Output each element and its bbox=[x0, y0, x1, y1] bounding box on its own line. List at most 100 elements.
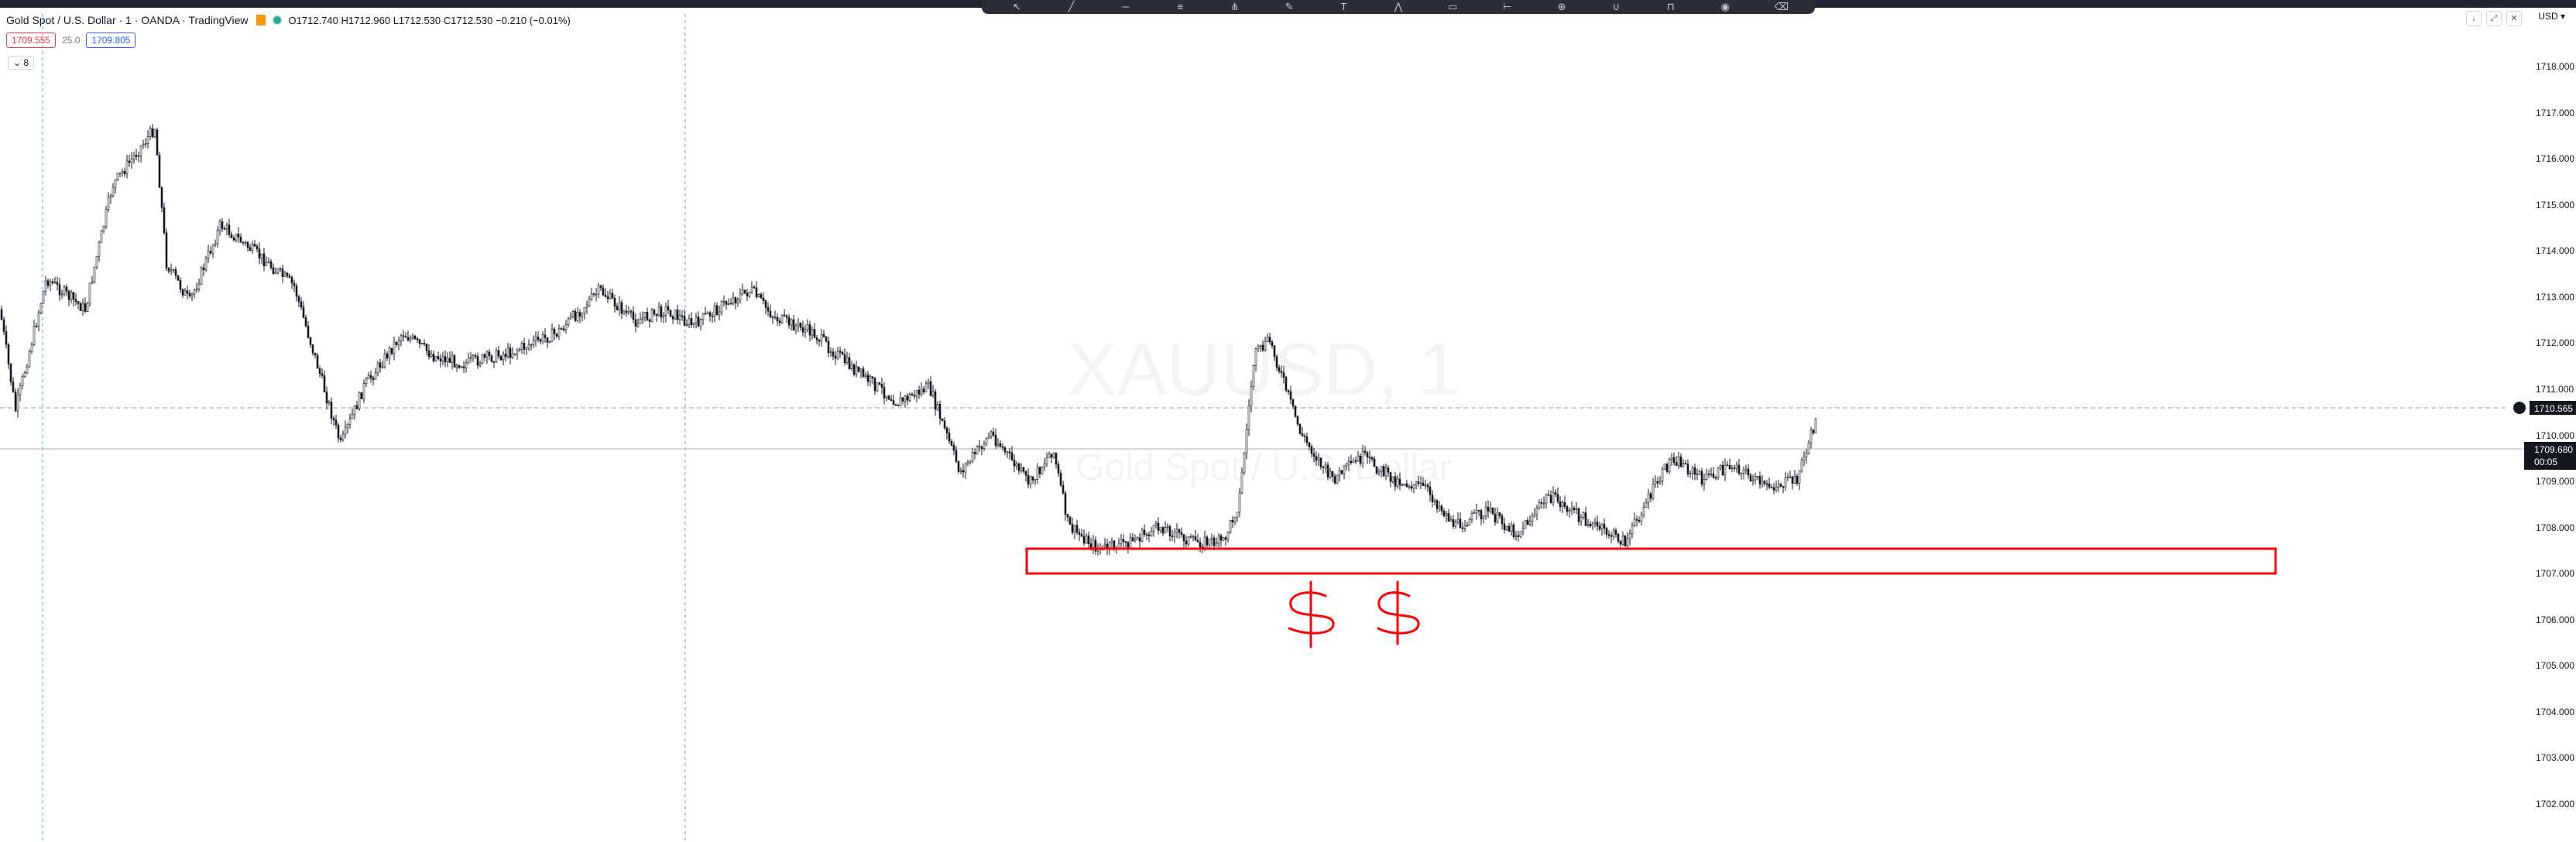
candle-body bbox=[1233, 517, 1237, 522]
candle-body bbox=[764, 300, 767, 308]
candle-body bbox=[548, 341, 551, 344]
arrow-down-icon[interactable]: ↓ bbox=[2466, 11, 2482, 26]
candle-body bbox=[1315, 456, 1318, 461]
magnet-icon[interactable]: ∪ bbox=[1612, 1, 1621, 12]
candle-body bbox=[1512, 524, 1515, 538]
candle-body bbox=[1807, 443, 1810, 454]
candle-body bbox=[625, 310, 628, 313]
candle-body bbox=[906, 395, 909, 401]
buy-price-button[interactable]: 1709.805 bbox=[86, 33, 136, 48]
pattern-icon[interactable]: ⋀ bbox=[1394, 1, 1403, 12]
horizontal-line-icon[interactable]: ─ bbox=[1122, 1, 1130, 12]
candle-body bbox=[792, 319, 795, 331]
candle-body bbox=[964, 463, 967, 473]
candle-body bbox=[1658, 481, 1662, 484]
currency-selector[interactable]: USD ▾ bbox=[2538, 11, 2565, 22]
candle-body bbox=[244, 241, 247, 244]
candle-body bbox=[14, 391, 17, 412]
ruler-icon[interactable]: ⊢ bbox=[1503, 1, 1512, 12]
candle-body bbox=[901, 397, 904, 402]
candle-body bbox=[1751, 479, 1754, 481]
candle-body bbox=[351, 414, 354, 419]
candle-body bbox=[1473, 512, 1476, 515]
candle-body bbox=[430, 354, 433, 358]
candle-body bbox=[1326, 464, 1329, 477]
candle-body bbox=[618, 302, 621, 310]
dollar-annotation[interactable] bbox=[1288, 580, 1420, 649]
candle-body bbox=[748, 292, 751, 297]
trash-icon[interactable]: ⌫ bbox=[1774, 1, 1789, 12]
close-icon[interactable]: ✕ bbox=[2506, 11, 2522, 26]
candle-body bbox=[950, 440, 953, 446]
candle-body bbox=[37, 312, 40, 327]
alert-marker-icon[interactable] bbox=[2513, 402, 2526, 414]
candle-body bbox=[209, 251, 212, 254]
candle-body bbox=[648, 320, 651, 322]
candle-body bbox=[894, 404, 897, 406]
candle-body bbox=[339, 437, 342, 440]
candle-body bbox=[197, 283, 201, 289]
candle-body bbox=[804, 329, 807, 333]
lock-icon[interactable]: ⊓ bbox=[1666, 1, 1675, 12]
collapse-count: 8 bbox=[23, 57, 29, 68]
pitchfork-icon[interactable]: ⋔ bbox=[1230, 1, 1240, 12]
candle-body bbox=[1278, 367, 1281, 371]
candle-body bbox=[235, 233, 238, 241]
candle-body bbox=[309, 337, 312, 345]
axis-tick: 1708.000 bbox=[2536, 522, 2574, 533]
candle-body bbox=[1020, 467, 1023, 471]
trend-line-icon[interactable]: ╱ bbox=[1068, 1, 1075, 12]
candle-body bbox=[393, 342, 396, 354]
candle-body bbox=[1185, 540, 1188, 545]
sell-price-button[interactable]: 1709.555 bbox=[6, 33, 57, 48]
axis-tick: 1712.000 bbox=[2536, 337, 2574, 348]
eye-icon[interactable]: ◉ bbox=[1720, 1, 1730, 12]
candle-body bbox=[28, 351, 31, 368]
candle-body bbox=[760, 294, 763, 299]
candle-body bbox=[1389, 471, 1392, 482]
candle-body bbox=[1027, 474, 1030, 485]
candle-body bbox=[1010, 452, 1014, 460]
candle-body bbox=[1642, 507, 1645, 515]
candle-body bbox=[913, 395, 916, 397]
zoom-icon[interactable]: ⊕ bbox=[1557, 1, 1566, 12]
cursor-icon[interactable]: ↖ bbox=[1012, 1, 1021, 12]
fullscreen-icon[interactable]: ⤢ bbox=[2486, 11, 2502, 26]
candle-body bbox=[286, 272, 289, 276]
text-icon[interactable]: T bbox=[1340, 1, 1347, 12]
candle-body bbox=[750, 286, 753, 293]
candle-body bbox=[729, 303, 732, 305]
candle-body bbox=[1466, 525, 1469, 526]
axis-tick: 1702.000 bbox=[2536, 799, 2574, 809]
candle-body bbox=[190, 293, 194, 296]
candle-body bbox=[1336, 474, 1339, 484]
candle-body bbox=[1282, 372, 1285, 378]
fib-icon[interactable]: ≡ bbox=[1177, 1, 1184, 12]
symbol-title[interactable]: Gold Spot / U.S. Dollar · 1 · OANDA · Tr… bbox=[6, 14, 249, 26]
candle-body bbox=[692, 322, 695, 325]
candle-body bbox=[834, 355, 837, 359]
candle-body bbox=[1556, 494, 1559, 502]
candle-body bbox=[53, 282, 57, 283]
flag-icon[interactable] bbox=[256, 15, 266, 26]
candle-body bbox=[492, 361, 496, 363]
candle-body bbox=[1573, 508, 1576, 511]
candle-body bbox=[1591, 522, 1594, 526]
candle-body bbox=[193, 289, 196, 295]
candle-body bbox=[539, 339, 542, 342]
candle-body bbox=[1621, 535, 1624, 545]
candle-body bbox=[829, 351, 832, 354]
candle-body bbox=[1719, 465, 1722, 469]
candle-body bbox=[1066, 514, 1069, 518]
indicators-collapse-button[interactable]: ⌄ 8 bbox=[8, 56, 35, 70]
candle-body bbox=[184, 290, 187, 296]
brush-icon[interactable]: ✎ bbox=[1285, 1, 1294, 12]
candle-body bbox=[35, 325, 38, 327]
price-axis[interactable]: 1718.000 1717.000 1716.000 1715.000 1714… bbox=[2536, 61, 2574, 809]
rectangle-icon[interactable]: ▭ bbox=[1448, 1, 1458, 12]
candle-body bbox=[506, 347, 509, 358]
candle-body bbox=[969, 460, 972, 463]
support-zone-rectangle[interactable] bbox=[1025, 547, 2277, 575]
candle-body bbox=[1703, 479, 1706, 484]
